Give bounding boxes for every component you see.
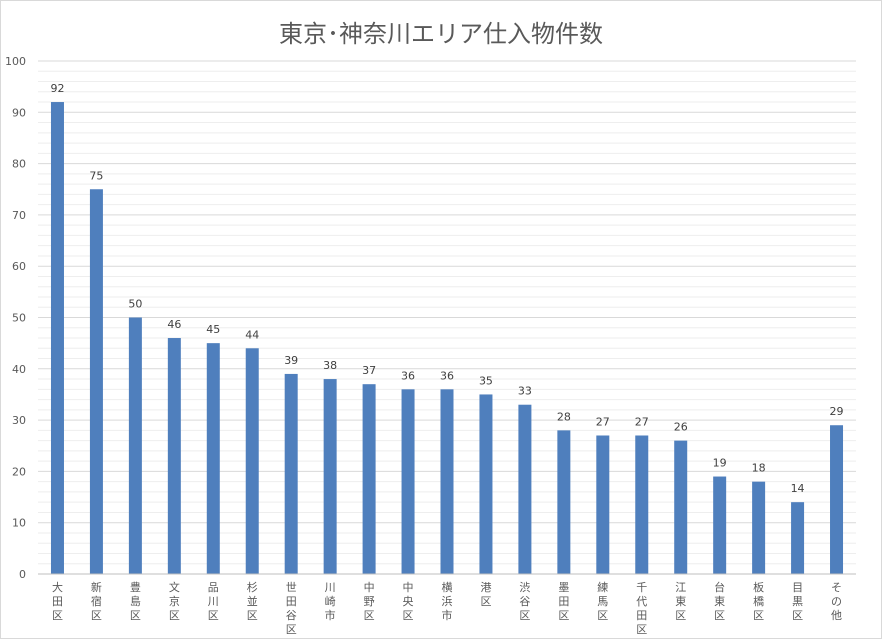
y-tick-label: 90	[12, 106, 26, 119]
bar	[128, 317, 142, 574]
y-tick-label: 40	[12, 363, 26, 376]
bars	[50, 102, 844, 574]
data-label: 27	[596, 415, 610, 428]
y-tick-label: 60	[12, 260, 26, 273]
y-tick-label: 70	[12, 209, 26, 222]
x-tick-label: 品川区	[208, 581, 219, 622]
x-tick-label: 練馬区	[597, 580, 608, 622]
bar	[713, 476, 727, 574]
x-tick-label: 目黒区	[792, 581, 803, 622]
bar	[674, 440, 688, 574]
x-axis: 大田区 新宿区 豊島区 文京区 品川区 杉並区 世田谷区 川崎市 中野区 中央区 横浜市 港区 渋谷区 墨…	[38, 573, 856, 636]
data-label: 14	[791, 482, 805, 495]
data-label: 45	[206, 323, 220, 336]
y-tick-label: 30	[12, 414, 26, 427]
y-tick-label: 50	[12, 312, 26, 325]
y-axis: 0 10 20 30 40 50 60 70 80 90 100	[5, 55, 26, 581]
x-tick-label: 中野区	[364, 581, 375, 622]
data-label: 36	[401, 369, 415, 382]
x-tick-label: 横浜市	[442, 580, 453, 622]
data-labels: 92 75 50 46 45 44 39 38 37 36 36 35 33 28 27 27 26 19 18 14…	[50, 82, 843, 495]
x-tick-label: その他	[831, 581, 842, 622]
x-tick-label: 渋谷区	[519, 581, 530, 622]
y-tick-label: 100	[5, 55, 26, 68]
data-label: 27	[635, 415, 649, 428]
bar	[323, 379, 337, 574]
x-tick-label: 川崎市	[325, 581, 336, 622]
x-tick-label: 新宿区	[91, 580, 102, 622]
x-tick-label: 台東区	[714, 580, 725, 622]
data-label: 33	[518, 385, 532, 398]
x-tick-label: 豊島区	[130, 581, 141, 622]
x-tick-label: 墨田区	[558, 581, 569, 622]
data-label: 29	[830, 405, 844, 418]
bar	[284, 373, 298, 574]
bar	[596, 435, 610, 574]
x-tick-label: 大田区	[52, 580, 63, 622]
data-label: 39	[284, 354, 298, 367]
bar	[557, 430, 571, 574]
x-tick-label: 中央区	[403, 581, 414, 622]
data-label: 36	[440, 369, 454, 382]
x-tick-label: 杉並区	[247, 580, 258, 622]
bar	[89, 189, 103, 574]
bar	[791, 502, 805, 574]
bar	[752, 481, 766, 574]
chart-title: 東京･神奈川エリア仕入物件数	[279, 20, 603, 48]
data-label: 18	[752, 462, 766, 475]
data-label: 46	[167, 318, 181, 331]
x-tick-label: 千代田区	[636, 581, 647, 636]
x-tick-label: 文京区	[169, 580, 180, 622]
x-tick-label: 江東区	[675, 581, 686, 622]
bar	[440, 389, 454, 574]
bar	[401, 389, 415, 574]
bar	[479, 394, 493, 574]
data-label: 44	[245, 328, 259, 341]
x-tick-label: 板橋区	[753, 580, 764, 622]
bar	[50, 102, 64, 574]
bar	[830, 425, 844, 574]
data-label: 92	[50, 82, 64, 95]
y-tick-label: 0	[19, 568, 26, 581]
bar	[362, 384, 376, 574]
data-label: 37	[362, 364, 376, 377]
data-label: 19	[713, 457, 727, 470]
data-label: 75	[89, 169, 103, 182]
bar	[635, 435, 649, 574]
x-tick-label: 世田谷区	[286, 581, 297, 636]
x-tick-label: 港区	[480, 581, 491, 608]
bar	[518, 404, 532, 574]
y-tick-label: 10	[12, 517, 26, 530]
data-label: 35	[479, 374, 493, 387]
data-label: 26	[674, 421, 688, 434]
bar	[206, 343, 220, 574]
data-label: 50	[128, 298, 142, 311]
bar	[245, 348, 259, 574]
data-label: 28	[557, 410, 571, 423]
data-label: 38	[323, 359, 337, 372]
y-tick-label: 80	[12, 158, 26, 171]
y-tick-label: 20	[12, 465, 26, 478]
bar	[167, 338, 181, 574]
